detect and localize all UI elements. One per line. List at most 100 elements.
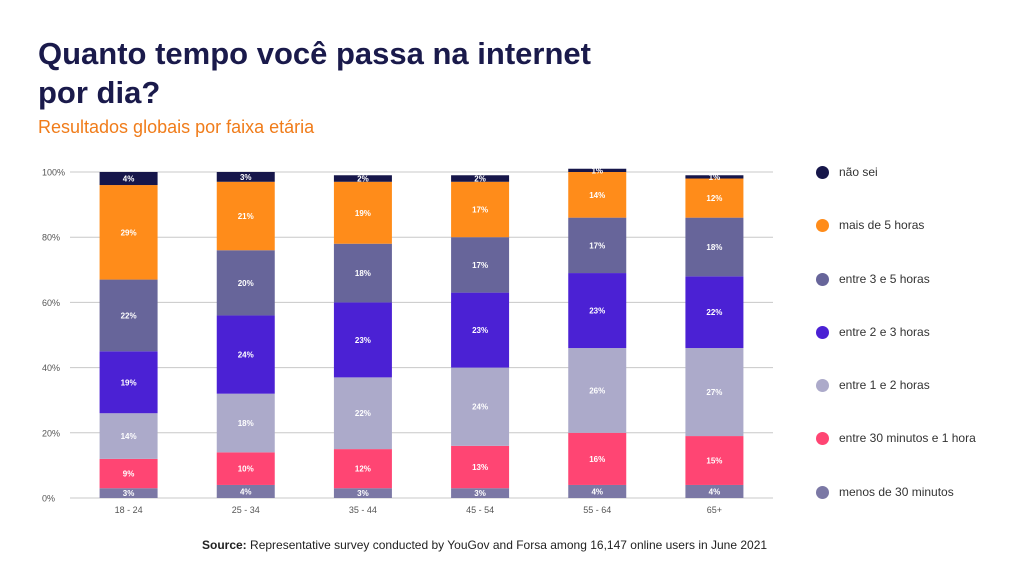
legend-item: não sei xyxy=(816,164,1016,217)
legend-swatch xyxy=(816,166,829,179)
bar-segment xyxy=(99,488,158,498)
data-label: 17% xyxy=(472,261,488,270)
bar-segment xyxy=(216,393,275,453)
bar-segment xyxy=(685,484,744,498)
data-label: 23% xyxy=(589,307,605,316)
bar-segment xyxy=(333,377,392,450)
data-label: 22% xyxy=(121,311,137,320)
bar-segment xyxy=(333,181,392,244)
bar-segment xyxy=(685,436,744,485)
legend-item: entre 2 e 3 horas xyxy=(816,324,1016,377)
legend-item: entre 3 e 5 horas xyxy=(816,271,1016,324)
data-label: 24% xyxy=(238,351,254,360)
bar-segment xyxy=(685,348,744,437)
data-label: 20% xyxy=(238,279,254,288)
bar-segment xyxy=(333,243,392,303)
legend-label: entre 1 e 2 horas xyxy=(839,378,930,393)
y-tick-label: 40% xyxy=(42,363,60,373)
data-label: 17% xyxy=(472,205,488,214)
source-note: Source: Representative survey conducted … xyxy=(202,538,767,552)
bar-segment xyxy=(568,172,627,218)
y-tick-label: 80% xyxy=(42,233,60,243)
data-label: 14% xyxy=(589,191,605,200)
x-tick-label: 45 - 54 xyxy=(466,505,494,515)
bar-segment xyxy=(451,175,510,182)
data-label: 19% xyxy=(121,378,137,387)
data-label: 1% xyxy=(591,166,603,175)
data-label: 4% xyxy=(240,487,252,496)
data-label: 4% xyxy=(591,487,603,496)
data-label: 15% xyxy=(706,457,722,466)
data-label: 17% xyxy=(589,241,605,250)
chart-legend: não sei mais de 5 horas entre 3 e 5 horas e… xyxy=(816,164,1016,537)
legend-item: entre 30 minutos e 1 hora xyxy=(816,430,1016,483)
data-label: 12% xyxy=(706,194,722,203)
data-label: 3% xyxy=(240,173,252,182)
bar-segment xyxy=(451,237,510,293)
legend-label: menos de 30 minutos xyxy=(839,484,954,499)
data-label: 3% xyxy=(474,489,486,498)
data-label: 18% xyxy=(355,269,371,278)
data-label: 14% xyxy=(121,432,137,441)
data-label: 16% xyxy=(589,455,605,464)
bar-segment xyxy=(99,458,158,489)
bar-segment xyxy=(99,279,158,352)
bar-segment xyxy=(451,488,510,498)
legend-swatch xyxy=(816,219,829,233)
bar-segment xyxy=(451,292,510,368)
x-tick-label: 35 - 44 xyxy=(349,505,377,515)
legend-label: entre 3 e 5 horas xyxy=(839,271,930,286)
data-label: 18% xyxy=(706,243,722,252)
bar-segment xyxy=(216,250,275,316)
data-label: 9% xyxy=(123,470,135,479)
bar-segment xyxy=(99,351,158,414)
legend-swatch xyxy=(816,485,829,499)
bar-segment xyxy=(685,276,744,349)
bar-segment xyxy=(216,452,275,485)
bar-segment xyxy=(568,217,627,274)
legend-swatch xyxy=(816,325,829,339)
legend-swatch xyxy=(816,432,829,446)
data-label: 2% xyxy=(357,175,369,184)
data-label: 19% xyxy=(355,209,371,218)
bar-segment xyxy=(568,273,627,349)
x-tick-label: 25 - 34 xyxy=(232,505,260,515)
source-text: Representative survey conducted by YouGo… xyxy=(250,538,768,552)
data-label: 2% xyxy=(474,175,486,184)
data-label: 23% xyxy=(355,336,371,345)
bar-segment xyxy=(99,185,158,280)
bar-segment xyxy=(216,172,275,182)
data-label: 27% xyxy=(706,388,722,397)
data-label: 3% xyxy=(357,489,369,498)
data-label: 29% xyxy=(121,228,137,237)
bar-segment xyxy=(685,175,744,179)
bar-segment xyxy=(685,178,744,218)
bar-segment xyxy=(451,367,510,446)
data-label: 22% xyxy=(355,409,371,418)
legend-swatch xyxy=(816,272,829,286)
x-tick-label: 18 - 24 xyxy=(115,505,143,515)
data-label: 1% xyxy=(709,173,721,182)
bar-segment xyxy=(451,181,510,238)
y-tick-label: 20% xyxy=(42,428,60,438)
bar-segment xyxy=(568,348,627,433)
legend-label: entre 2 e 3 horas xyxy=(839,324,930,339)
data-label: 4% xyxy=(709,487,721,496)
data-label: 12% xyxy=(355,465,371,474)
bar-segment xyxy=(216,315,275,394)
source-label: Source: xyxy=(202,538,247,552)
y-tick-label: 0% xyxy=(42,494,55,504)
data-label: 21% xyxy=(238,212,254,221)
y-tick-label: 60% xyxy=(42,298,60,308)
stacked-bar-chart: 0% 20% 40% 60% 80% 100% 3% 9% 14% 19% 22% 29% 4% 18 -… xyxy=(42,166,773,515)
data-label: 22% xyxy=(706,308,722,317)
data-label: 18% xyxy=(238,419,254,428)
data-label: 23% xyxy=(472,326,488,335)
bar-segment xyxy=(568,168,627,172)
y-tick-label: 100% xyxy=(42,168,65,178)
legend-item: menos de 30 minutos xyxy=(816,484,1016,537)
data-label: 13% xyxy=(472,463,488,472)
legend-label: mais de 5 horas xyxy=(839,218,925,233)
data-label: 3% xyxy=(123,489,135,498)
page-subtitle: Resultados globais por faixa etária xyxy=(38,117,315,137)
